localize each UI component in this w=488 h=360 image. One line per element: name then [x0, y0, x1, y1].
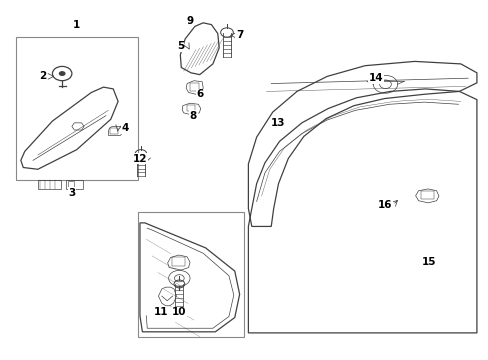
Text: 16: 16	[378, 200, 392, 210]
Bar	[38, 180, 61, 189]
Bar	[66, 180, 83, 189]
Text: 7: 7	[236, 30, 243, 40]
Text: 6: 6	[196, 89, 203, 99]
Bar	[68, 181, 74, 188]
Bar	[420, 192, 433, 199]
Bar	[171, 257, 185, 266]
Text: 14: 14	[368, 73, 382, 83]
Text: 13: 13	[271, 118, 285, 128]
Bar	[16, 37, 137, 180]
Text: 1: 1	[73, 19, 80, 30]
Text: 3: 3	[68, 188, 75, 198]
Text: 9: 9	[186, 16, 193, 26]
Text: 15: 15	[421, 257, 436, 267]
Bar	[186, 105, 195, 111]
Text: 4: 4	[122, 123, 129, 133]
Bar	[189, 83, 199, 91]
Circle shape	[59, 71, 65, 76]
Text: 12: 12	[132, 154, 147, 163]
Bar	[137, 212, 244, 337]
Text: 10: 10	[171, 307, 186, 317]
Text: 11: 11	[153, 307, 168, 317]
Text: 8: 8	[189, 111, 197, 121]
Bar	[110, 128, 118, 134]
Text: 2: 2	[39, 71, 46, 81]
Text: 5: 5	[176, 41, 183, 51]
